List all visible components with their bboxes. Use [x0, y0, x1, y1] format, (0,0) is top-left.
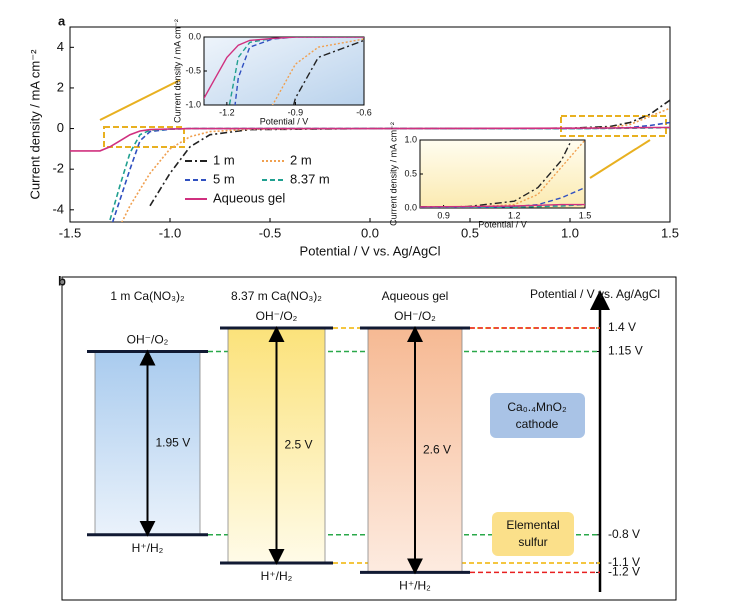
legend-label: 1 m — [213, 152, 235, 167]
pointer-arrow — [589, 139, 651, 179]
series-line — [204, 37, 364, 100]
series-line — [420, 203, 585, 208]
y-tick-label: 0 — [57, 120, 64, 135]
x-tick-label: 1.5 — [661, 225, 679, 240]
inset-y-tick-label: 0.0 — [404, 202, 417, 212]
legend-label: 8.37 m — [290, 171, 330, 186]
inset-frame — [419, 139, 586, 209]
legend-label: 2 m — [290, 152, 312, 167]
inset-y-tick-label: -0.5 — [185, 65, 201, 75]
y-axis-label: Current density / mA cm⁻² — [27, 49, 42, 200]
inset-y-label: Current density / mA cm⁻² — [388, 122, 398, 226]
x-tick-label: -0.5 — [259, 225, 281, 240]
level-label: -0.8 V — [608, 527, 640, 541]
cathode-box — [490, 393, 585, 438]
pointer-arrow — [99, 79, 181, 121]
inset-x-tick-label: -1.2 — [219, 107, 235, 117]
inset-x-tick-label: -0.9 — [288, 107, 304, 117]
inset-x-tick-label: 1.5 — [579, 210, 592, 220]
series-line — [70, 126, 670, 152]
x-tick-label: 0.0 — [361, 225, 379, 240]
window-label: 2.5 V — [285, 438, 313, 452]
inset-frame — [203, 36, 365, 106]
cathode-label: cathode — [516, 417, 559, 431]
top-label: OH⁻/O₂ — [256, 309, 298, 323]
x-tick-label: 0.5 — [461, 225, 479, 240]
anode-label: sulfur — [518, 535, 547, 549]
x-tick-label: 1.0 — [561, 225, 579, 240]
level-label: -1.1 V — [608, 555, 640, 569]
inset-y-label: Current density / mA cm⁻² — [172, 19, 182, 123]
series-line — [121, 107, 670, 222]
level-label: -1.2 V — [608, 565, 640, 579]
column-title: Aqueous gel — [382, 289, 449, 303]
inset-y-tick-label: -1.0 — [185, 99, 201, 109]
legend-label: 5 m — [213, 171, 235, 186]
panel-frame — [61, 276, 677, 601]
level-label: 1.15 V — [608, 344, 643, 358]
inset-x-tick-label: -0.6 — [356, 107, 372, 117]
anode-label: Elemental — [506, 518, 559, 532]
bottom-label: H⁺/H₂ — [399, 579, 431, 593]
anode-box — [492, 512, 574, 556]
top-label: OH⁻/O₂ — [394, 309, 436, 323]
inset-x-tick-label: 0.9 — [437, 210, 450, 220]
window-label: 2.6 V — [423, 442, 451, 456]
series-line — [420, 203, 585, 208]
window-label: 1.95 V — [156, 435, 191, 449]
top-label: OH⁻/O₂ — [127, 333, 169, 347]
inset-y-tick-label: 0.0 — [188, 31, 201, 41]
y-tick-label: -4 — [52, 201, 64, 216]
y-tick-label: 4 — [57, 39, 64, 54]
bottom-label: H⁺/H₂ — [132, 541, 164, 555]
column-title: 8.37 m Ca(NO₃)₂ — [231, 289, 322, 303]
inset-x-label: Potential / V — [478, 219, 527, 229]
highlight-box — [560, 115, 667, 137]
inset-y-tick-label: 1.0 — [404, 134, 417, 144]
y-tick-label: 2 — [57, 79, 64, 94]
y-tick-label: -2 — [52, 161, 64, 176]
legend-label: Aqueous gel — [213, 190, 285, 205]
panel-label: a — [58, 13, 66, 28]
highlight-box — [103, 126, 185, 148]
column-title: 1 m Ca(NO₃)₂ — [110, 289, 185, 303]
x-tick-label: -1.5 — [59, 225, 81, 240]
inset-y-tick-label: 0.5 — [404, 168, 417, 178]
inset-x-tick-label: 1.2 — [508, 210, 521, 220]
x-tick-label: -1.0 — [159, 225, 181, 240]
axis-title: Potential / V vs. Ag/AgCl — [530, 287, 660, 301]
inset-x-label: Potential / V — [260, 116, 309, 126]
level-label: 1.4 V — [608, 320, 636, 334]
x-axis-label: Potential / V vs. Ag/AgCl — [300, 243, 441, 258]
bottom-label: H⁺/H₂ — [261, 569, 293, 583]
cathode-label: Ca₀.₄MnO₂ — [507, 400, 567, 414]
series-line — [111, 121, 670, 222]
